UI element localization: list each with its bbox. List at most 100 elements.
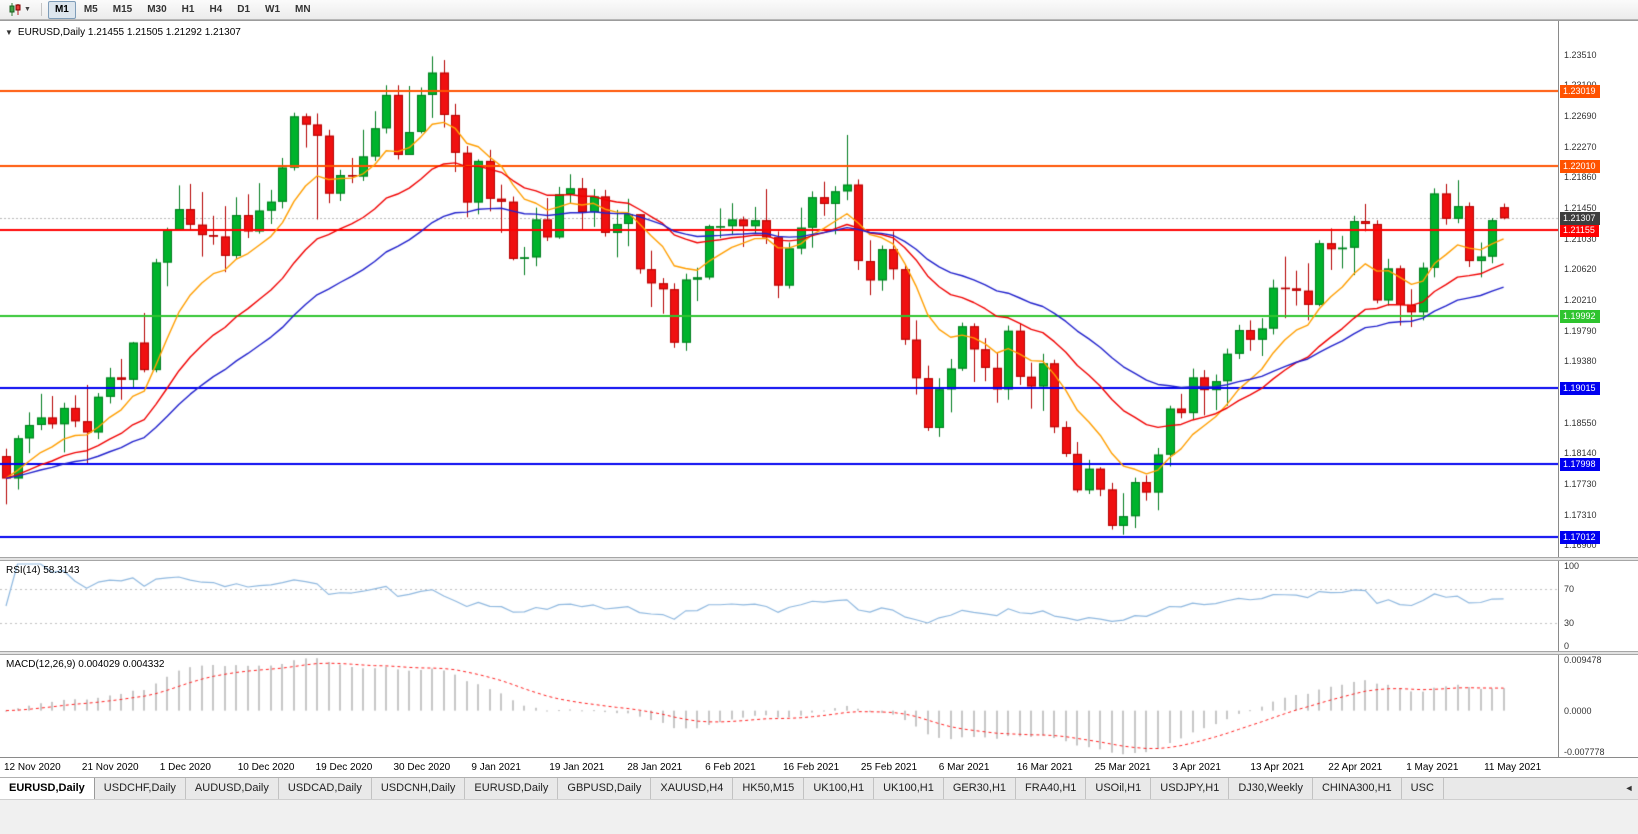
timeframe-button-group: M1 M5 M15 M30 H1 H4 D1 W1 MN: [47, 0, 318, 19]
chart-tab-hk50-m15[interactable]: HK50,M15: [733, 778, 805, 799]
macd-axis-tick: 0.0000: [1564, 705, 1592, 716]
time-axis-label: 13 Apr 2021: [1250, 762, 1305, 773]
price-axis[interactable]: 1.235101.231001.226901.222701.218601.214…: [1559, 20, 1638, 557]
panel-divider-macd[interactable]: [0, 651, 1638, 655]
time-axis-label: 10 Dec 2020: [237, 762, 295, 773]
chart-tab-usdjpy-h1[interactable]: USDJPY,H1: [1151, 778, 1230, 799]
chart-tab-usdcad-daily[interactable]: USDCAD,Daily: [278, 778, 372, 799]
price-line-tag: 1.17012: [1560, 530, 1600, 544]
chart-tab-eurusd-daily[interactable]: EURUSD,Daily: [465, 778, 559, 799]
macd-axis-tick: 0.009478: [1564, 655, 1602, 665]
price-axis-tick: 1.22690: [1564, 110, 1597, 121]
rsi-axis-tick: 0: [1564, 641, 1570, 651]
chart-type-button[interactable]: ▼: [4, 2, 35, 18]
price-axis-tick: 1.17730: [1564, 478, 1597, 489]
chart-tab-china300-h1[interactable]: CHINA300,H1: [1312, 778, 1402, 799]
time-axis-label: 6 Mar 2021: [938, 762, 990, 773]
timeframe-button-m30[interactable]: M30: [147, 3, 167, 15]
price-axis-tick: 1.17310: [1564, 509, 1597, 520]
chevron-down-icon: ▼: [24, 5, 31, 13]
timeframe-button-m15[interactable]: M15: [112, 3, 133, 15]
price-axis-tick: 1.18550: [1564, 417, 1597, 428]
status-strip: [0, 799, 1638, 834]
time-axis-label: 16 Feb 2021: [783, 762, 840, 773]
price-axis-tick: 1.22270: [1564, 141, 1597, 152]
price-axis-tick: 1.16900: [1564, 540, 1597, 551]
axis-separator: [1558, 20, 1559, 757]
chart-tab-uk100-h1[interactable]: UK100,H1: [874, 778, 944, 799]
chart-tab-eurusd-daily[interactable]: EURUSD,Daily: [0, 778, 95, 799]
price-axis-tick: 1.21030: [1564, 233, 1597, 244]
panel-divider-rsi[interactable]: [0, 557, 1638, 561]
price-line-tag: 1.22010: [1560, 160, 1600, 174]
time-axis-label: 9 Jan 2021: [471, 762, 521, 773]
price-axis-tick: 1.21860: [1564, 172, 1597, 183]
price-axis-tick: 1.21450: [1564, 202, 1597, 213]
price-line-tag: 1.19992: [1560, 309, 1600, 323]
time-axis-label: 3 Apr 2021: [1172, 762, 1221, 773]
price-line-tag: 1.21155: [1560, 223, 1599, 237]
macd-axis-tick: -0.007778: [1564, 747, 1605, 757]
chart-title: ▼ EURUSD,Daily 1.21455 1.21505 1.21292 1…: [5, 27, 241, 38]
rsi-axis-tick: 100: [1564, 561, 1580, 571]
timeframe-button-w1[interactable]: W1: [265, 3, 281, 15]
timeframe-button-h4[interactable]: H4: [209, 3, 223, 15]
time-axis-label: 28 Jan 2021: [627, 762, 683, 773]
time-axis[interactable]: 12 Nov 2020 21 Nov 2020 1 Dec 2020 10 Dec 2…: [0, 757, 1638, 777]
window-border: [0, 20, 1638, 21]
macd-axis[interactable]: 0.009478 0.0000 -0.007778: [1559, 655, 1638, 757]
time-axis-label: 11 May 2021: [1484, 762, 1542, 773]
time-axis-label: 12 Nov 2020: [4, 762, 61, 773]
price-axis-tick: 1.19380: [1564, 356, 1597, 367]
price-line-tag: 1.19015: [1560, 382, 1600, 396]
time-axis-label: 22 Apr 2021: [1328, 762, 1383, 773]
timeframe-button-d1[interactable]: D1: [237, 3, 251, 15]
chart-tab-fra40-h1[interactable]: FRA40,H1: [1016, 778, 1087, 799]
macd-label: MACD(12,26,9) 0.004029 0.004332: [6, 659, 165, 670]
timeframe-button-m1[interactable]: M1: [47, 0, 76, 19]
price-line-tag: 1.23019: [1560, 85, 1600, 99]
price-axis-tick: 1.20210: [1564, 294, 1597, 305]
price-axis-tick: 1.23510: [1564, 49, 1597, 60]
time-axis-label: 21 Nov 2020: [81, 762, 139, 773]
macd-panel-canvas[interactable]: [0, 655, 1558, 757]
timeframe-toolbar: ▼ M1 M5 M15 M30 H1 H4 D1 W1 MN: [0, 0, 1638, 20]
time-axis-label: 1 May 2021: [1406, 762, 1459, 773]
chart-tab-ger30-h1[interactable]: GER30,H1: [943, 778, 1017, 799]
rsi-panel-canvas[interactable]: [0, 561, 1558, 651]
toolbar-separator: [40, 3, 42, 16]
chart-tab-xauusd-h4[interactable]: XAUUSD,H4: [651, 778, 734, 799]
chart-tab-usc[interactable]: USC: [1401, 778, 1444, 799]
rsi-axis-tick: 30: [1564, 617, 1575, 628]
rsi-label: RSI(14) 58.3143: [6, 565, 80, 576]
price-line-tag: 1.21307: [1560, 212, 1600, 226]
timeframe-button-m5[interactable]: M5: [83, 3, 98, 15]
time-axis-label: 25 Mar 2021: [1094, 762, 1151, 773]
main-chart-canvas[interactable]: [0, 20, 1558, 557]
price-line-tag: 1.17998: [1560, 457, 1600, 471]
timeframe-button-mn[interactable]: MN: [295, 3, 311, 15]
chart-tab-uk100-h1[interactable]: UK100,H1: [804, 778, 875, 799]
chart-tab-usoil-h1[interactable]: USOil,H1: [1086, 778, 1152, 799]
time-axis-label: 19 Jan 2021: [549, 762, 605, 773]
rsi-axis-tick: 70: [1564, 584, 1575, 595]
chart-tab-gbpusd-daily[interactable]: GBPUSD,Daily: [558, 778, 652, 799]
price-axis-tick: 1.19790: [1564, 325, 1597, 336]
time-axis-label: 1 Dec 2020: [159, 762, 211, 773]
price-axis-tick: 1.20620: [1564, 264, 1597, 275]
time-axis-label: 16 Mar 2021: [1016, 762, 1073, 773]
chart-tab-usdcnh-daily[interactable]: USDCNH,Daily: [371, 778, 466, 799]
timeframe-button-h1[interactable]: H1: [181, 3, 195, 15]
price-axis-tick: 1.18140: [1564, 448, 1597, 459]
rsi-axis[interactable]: 100 70 30 0: [1559, 561, 1638, 651]
time-axis-label: 25 Feb 2021: [860, 762, 918, 773]
chart-tabs-bar: EURUSD,Daily USDCHF,Daily AUDUSD,Daily USDC…: [0, 777, 1638, 799]
time-axis-label: 19 Dec 2020: [315, 762, 373, 773]
one-click-trading-icon[interactable]: ▼: [5, 28, 13, 37]
chart-tab-audusd-daily[interactable]: AUDUSD,Daily: [185, 778, 279, 799]
chart-tab-dj30-weekly[interactable]: DJ30,Weekly: [1229, 778, 1313, 799]
time-axis-label: 30 Dec 2020: [393, 762, 451, 773]
tabs-scroll-left-icon[interactable]: ◄: [1624, 783, 1634, 793]
chart-tab-usdchf-daily[interactable]: USDCHF,Daily: [94, 778, 186, 799]
